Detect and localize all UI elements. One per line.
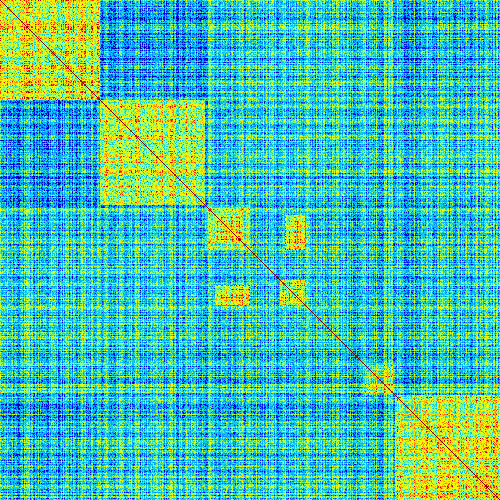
heatmap-plot-area — [0, 0, 500, 500]
heatmap-chart — [0, 0, 500, 500]
